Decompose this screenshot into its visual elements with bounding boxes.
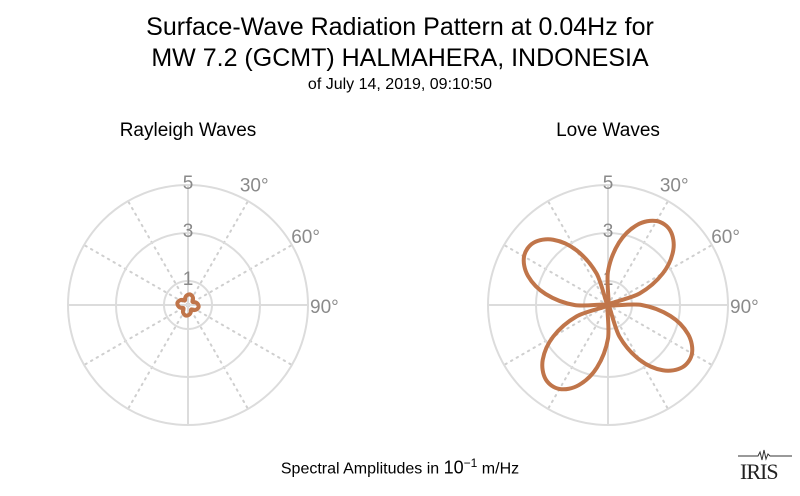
x-axis-label: Spectral Amplitudes in 10−1 m/Hz <box>0 456 800 478</box>
grid-circle <box>487 184 729 426</box>
chart-title-line2: MW 7.2 (GCMT) HALMAHERA, INDONESIA <box>151 44 649 72</box>
xlabel-exp: −1 <box>463 456 478 470</box>
rayleigh-title: Rayleigh Waves <box>119 120 257 141</box>
grid-spoke <box>83 244 189 306</box>
angle-label: 60° <box>711 227 740 248</box>
chart-title-line1: Surface-Wave Radiation Pattern at 0.04Hz… <box>146 13 654 41</box>
grid-spoke <box>127 304 189 410</box>
grid-spoke <box>503 244 609 306</box>
xlabel-prefix: Spectral Amplitudes in <box>280 460 444 478</box>
r-tick-label: 5 <box>603 173 614 194</box>
angle-label: 90° <box>730 297 759 318</box>
r-tick-label: 3 <box>603 221 614 242</box>
love-title: Love Waves <box>556 120 660 141</box>
grid-spoke <box>127 200 189 306</box>
r-tick-label: 3 <box>183 221 194 242</box>
grid-spoke <box>547 304 609 410</box>
angle-label: 60° <box>291 227 320 248</box>
grid-spoke <box>187 304 249 410</box>
grid-circle <box>535 232 681 378</box>
rayleigh-pattern-line <box>175 292 201 318</box>
grid-spoke <box>607 200 669 306</box>
seismogram-icon <box>738 449 792 461</box>
r-tick-label: 1 <box>183 269 194 290</box>
grid-spoke <box>187 200 249 306</box>
grid-circle <box>67 184 309 426</box>
logo-text: IRIS <box>740 459 779 484</box>
grid-circle <box>163 280 213 330</box>
angle-label: 90° <box>310 297 339 318</box>
chart-subtitle: of July 14, 2019, 09:10:50 <box>307 76 493 93</box>
xlabel-base: 10 <box>443 457 464 478</box>
angle-label: 30° <box>240 175 269 196</box>
grid-spoke <box>187 244 293 306</box>
r-tick-label: 5 <box>183 173 194 194</box>
angle-label: 30° <box>660 175 689 196</box>
grid-spoke <box>83 304 189 366</box>
grid-circle <box>115 232 261 378</box>
grid-spoke <box>607 304 713 366</box>
love-pattern-line <box>521 218 695 392</box>
iris-logo: IRIS <box>738 449 792 484</box>
grid-spoke <box>187 304 293 366</box>
xlabel-unit: m/Hz <box>477 460 520 478</box>
